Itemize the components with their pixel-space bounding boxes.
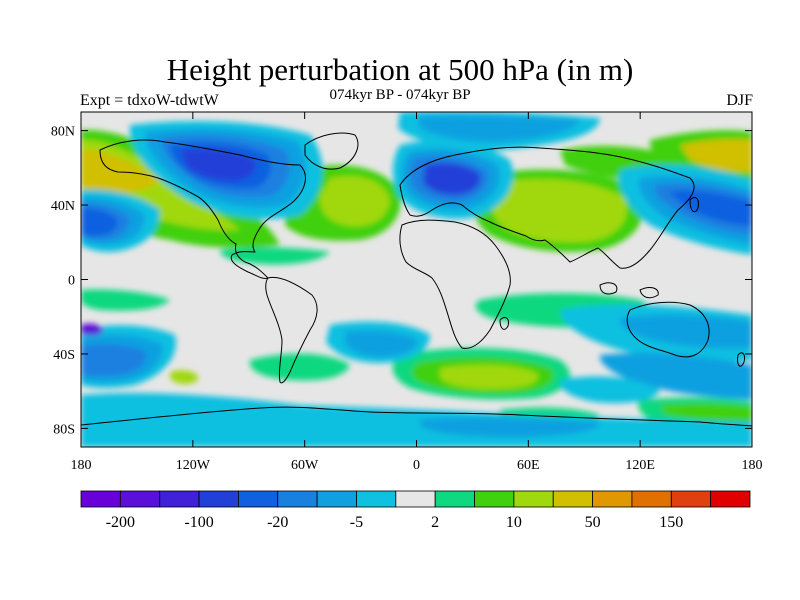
lat-tick-label: 80S xyxy=(53,422,75,437)
colorbar-box xyxy=(198,490,239,508)
colorbar-box xyxy=(474,490,515,508)
colorbar-box xyxy=(552,490,593,508)
colorbar-box xyxy=(434,490,475,508)
colorbar-box xyxy=(159,490,200,508)
colorbar-box xyxy=(316,490,357,508)
contour-field xyxy=(81,112,752,447)
coastlines xyxy=(81,132,752,427)
colorbar-box xyxy=(710,490,751,508)
colorbar-label: 150 xyxy=(659,514,683,531)
colorbar-label: -200 xyxy=(106,514,135,531)
map-subtitle: 074kyr BP - 074kyr BP xyxy=(329,87,471,103)
axis-ticks: 80N 40N 0 40S 80S 180 120W 60W 0 60E 120E 180 xyxy=(51,112,763,473)
colorbar-label: -5 xyxy=(350,514,363,531)
colorbar-box xyxy=(80,490,121,508)
lat-tick-label: 40N xyxy=(51,199,75,214)
lon-tick-label: 180 xyxy=(71,458,92,473)
colorbar-box xyxy=(238,490,279,508)
colorbar-box xyxy=(592,490,633,508)
season-label: DJF xyxy=(726,92,753,109)
colorbar-box xyxy=(356,490,397,508)
colorbar-label: -100 xyxy=(184,514,213,531)
contour-shading xyxy=(81,112,752,447)
lon-tick-label: 120E xyxy=(625,458,655,473)
colorbar-box xyxy=(513,490,554,508)
colorbar-label: 50 xyxy=(585,514,601,531)
colorbar-box xyxy=(670,490,712,508)
lon-tick-label: 60E xyxy=(517,458,540,473)
lon-tick-label: 180 xyxy=(742,458,763,473)
colorbar-label: -20 xyxy=(267,514,288,531)
colorbar-label: 10 xyxy=(506,514,522,531)
colorbar-box xyxy=(277,490,318,508)
experiment-label: Expt = tdxoW-tdwtW xyxy=(80,92,219,109)
lon-tick-label: 60W xyxy=(291,458,319,473)
map-title: Height perturbation at 500 hPa (in m) xyxy=(166,52,634,87)
colorbar: -200 -100 -20 -5 2 10 50 150 xyxy=(80,490,751,531)
lat-tick-label: 80N xyxy=(51,125,75,140)
lat-tick-label: 40S xyxy=(53,348,75,363)
lon-tick-label: 120W xyxy=(176,458,211,473)
lon-tick-label: 0 xyxy=(413,458,420,473)
colorbar-box xyxy=(395,490,436,508)
colorbar-box xyxy=(119,490,161,508)
colorbar-label: 2 xyxy=(431,514,439,531)
colorbar-box xyxy=(631,490,672,508)
lat-tick-label: 0 xyxy=(68,274,75,289)
